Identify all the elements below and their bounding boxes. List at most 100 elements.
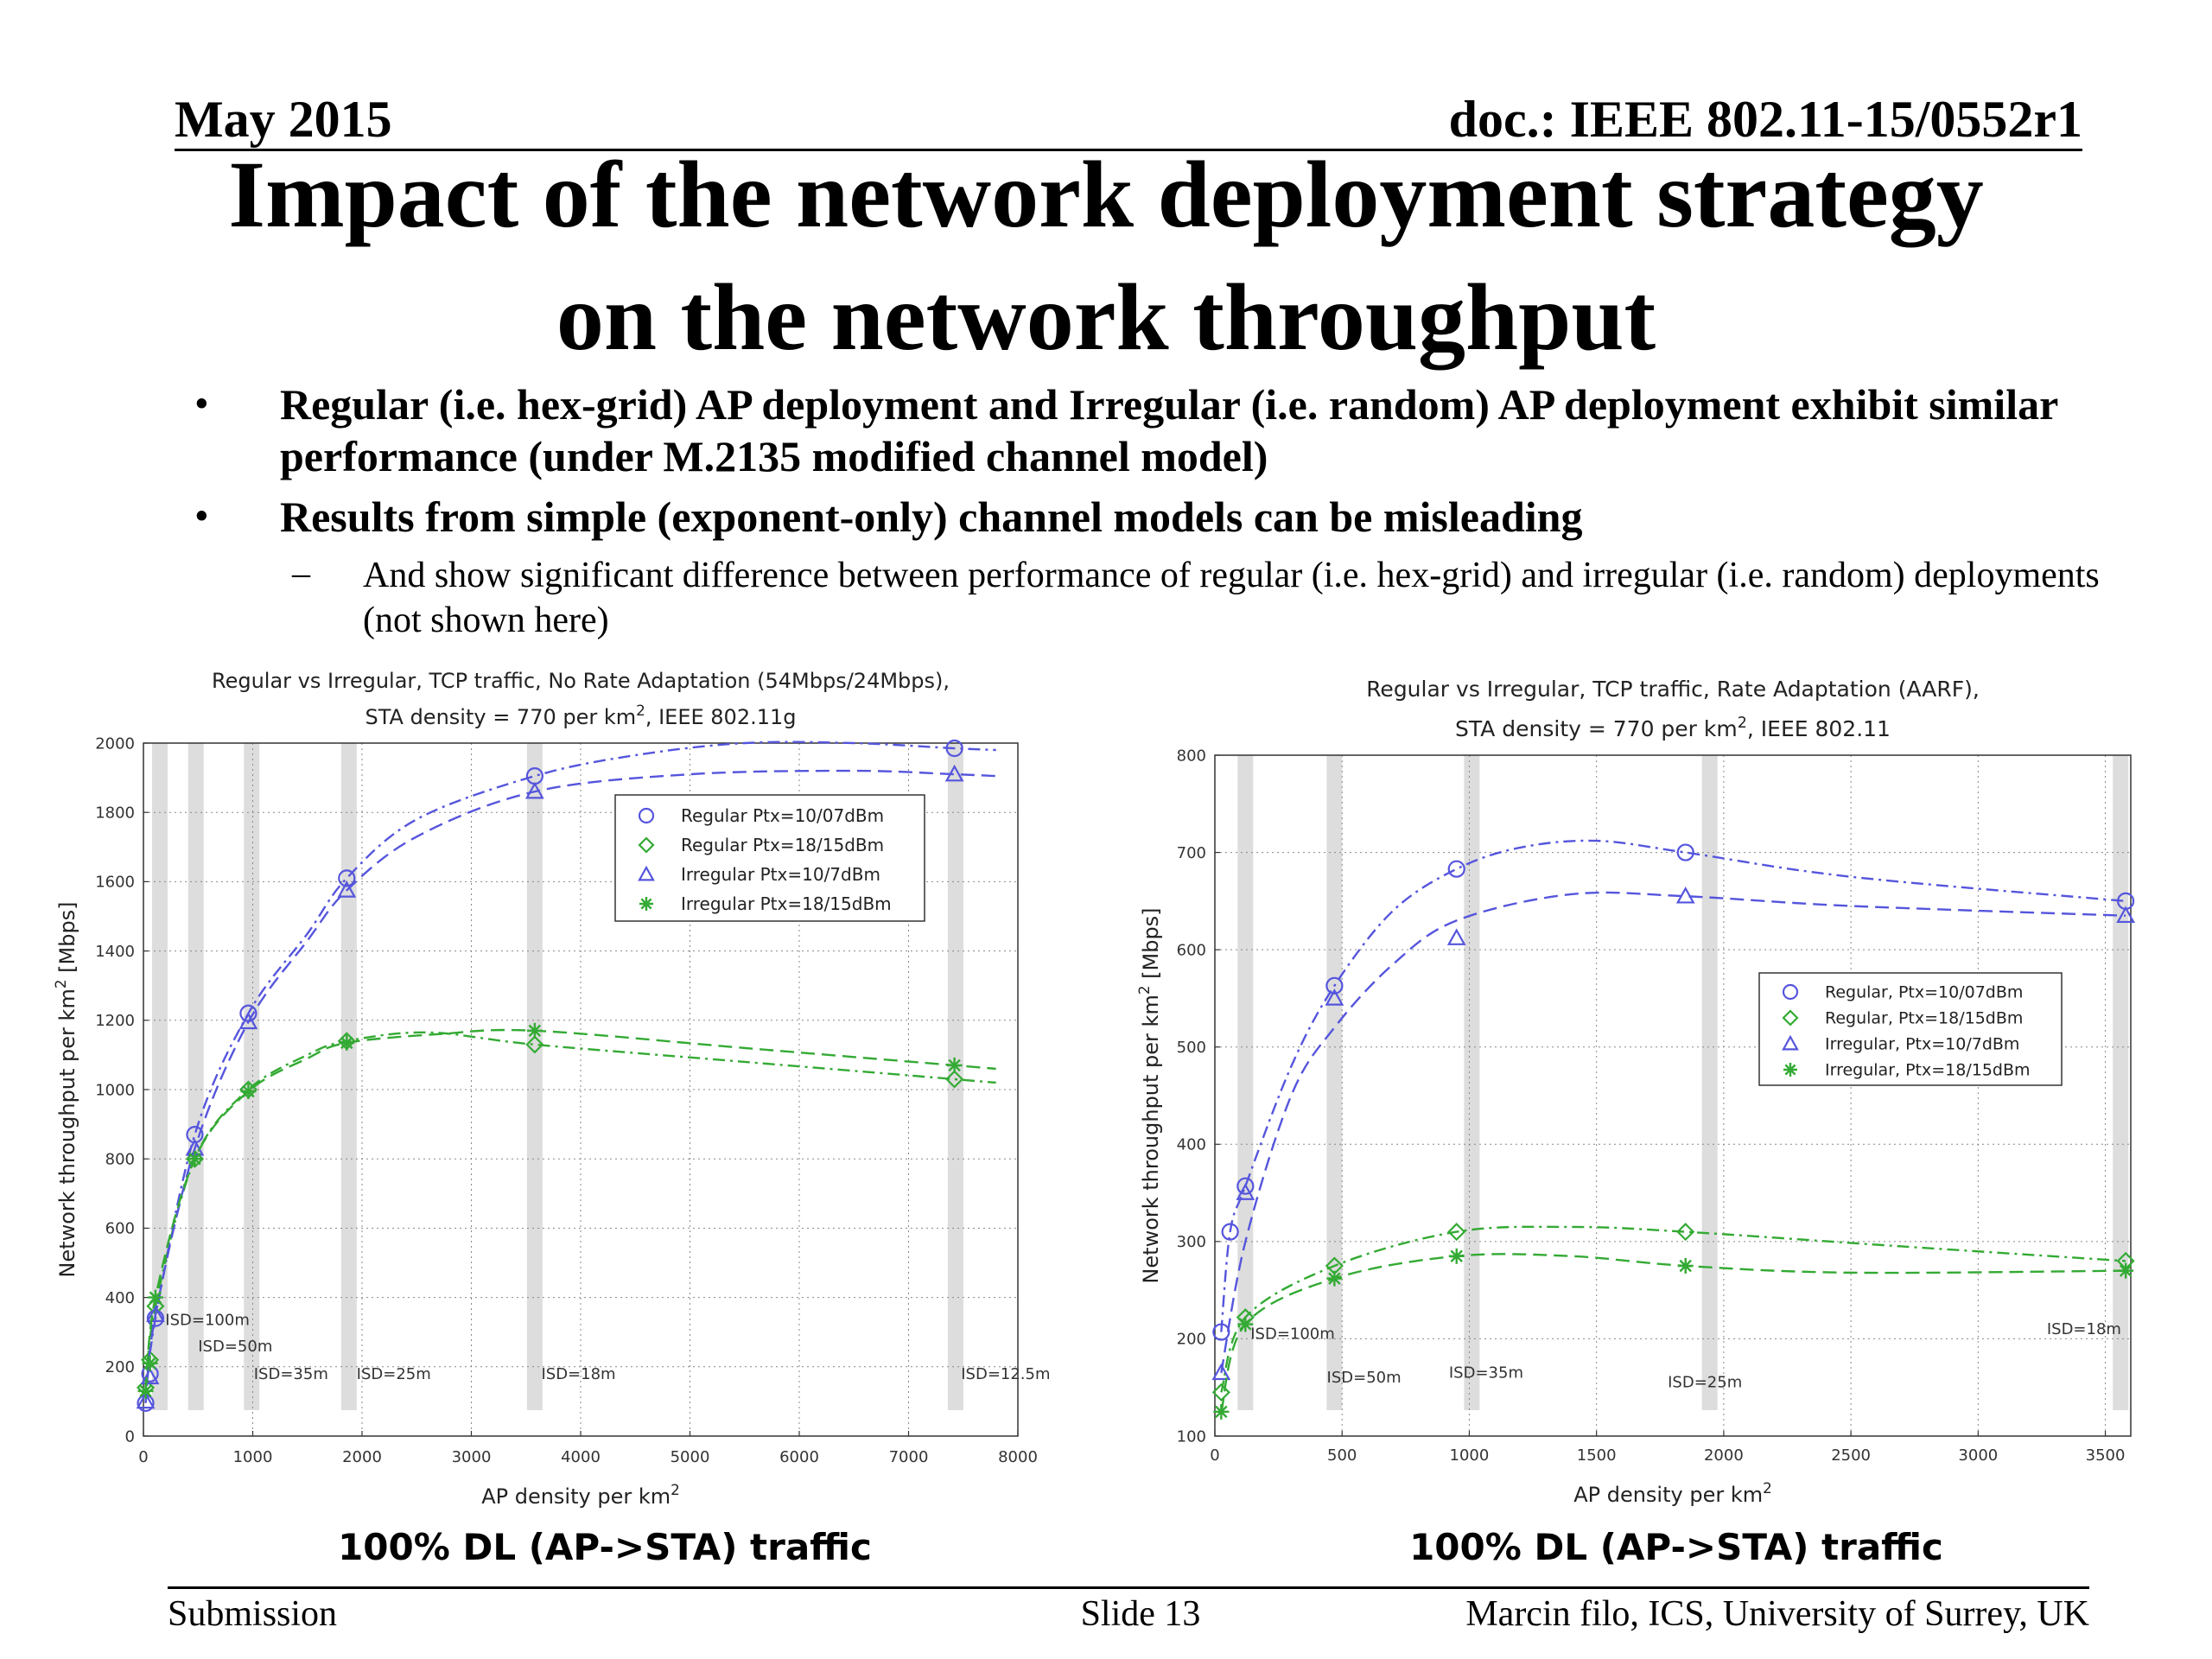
bullet-marker-1: • <box>195 385 208 424</box>
chart-right-series-line-3 <box>1220 1253 2126 1413</box>
chart-left-data-point <box>945 1070 964 1089</box>
chart-right-svg: Regular vs Irregular, TCP traffic, Rate … <box>1135 677 2135 1507</box>
chart-left-y-tick-label: 2000 <box>95 734 135 753</box>
chart-left-data-point <box>187 1151 203 1167</box>
chart-left-y-tick-label: 200 <box>105 1358 135 1376</box>
chart-right-title-line-1: Regular vs Irregular, TCP traffic, Rate … <box>1366 677 1980 702</box>
chart-right-legend: Regular, Ptx=10/07dBm Regular, Ptx=18/15d… <box>1758 972 2063 1086</box>
chart-left-y-tick-label: 1000 <box>95 1081 135 1099</box>
chart-right-data-point <box>1325 988 1344 1006</box>
chart-left-y-tick-label: 1200 <box>95 1012 135 1030</box>
chart-left-isd-label: ISD=50m <box>198 1338 272 1356</box>
chart-left-caption: 100% DL (AP->STA) traffic <box>338 1526 872 1568</box>
chart-left-legend-marker <box>639 897 653 911</box>
chart-left-y-tick-label: 0 <box>125 1427 135 1446</box>
chart-left-isd-band <box>244 743 260 1410</box>
chart-left-isd-band <box>340 743 357 1410</box>
chart-right-isd-band <box>1464 755 1480 1410</box>
chart-left-data-point <box>339 1034 355 1051</box>
chart-right-legend-marker <box>1783 1063 1797 1077</box>
chart-right-isd-label: ISD=25m <box>1668 1374 1742 1392</box>
chart-right-data-point <box>1447 860 1465 878</box>
chart-right-caption: 100% DL (AP->STA) traffic <box>1409 1526 1943 1568</box>
chart-left-isd-label: ISD=18m <box>541 1365 615 1383</box>
chart-right-data-point <box>1325 976 1344 995</box>
chart-right-x-tick-label: 3000 <box>1958 1446 1998 1465</box>
chart-left-legend-marker <box>638 836 655 854</box>
chart-left-data-point <box>142 1355 158 1371</box>
chart-right-y-tick-label: 100 <box>1177 1427 1206 1446</box>
chart-left-y-axis-label: Network throughput per km2 [Mbps] <box>52 901 79 1277</box>
footer-divider <box>168 1586 2089 1589</box>
chart-right-series-line-1 <box>1220 1225 2126 1393</box>
chart-left-data-point <box>338 869 356 887</box>
chart-right-legend-marker <box>1782 1034 1799 1051</box>
chart-right-x-tick-label: 2500 <box>1831 1446 1871 1465</box>
chart-left-legend-marker <box>638 865 655 881</box>
chart-left-data-point <box>525 1035 544 1054</box>
chart-right-data-point <box>1211 1382 1230 1402</box>
chart-left-legend-label: Regular Ptx=18/15dBm <box>681 835 884 855</box>
chart-left-title-line-1: Regular vs Irregular, TCP traffic, No Ra… <box>212 669 950 693</box>
chart-right-data-point <box>1675 886 1695 904</box>
chart-right-data-point <box>1448 1248 1465 1264</box>
chart-right: Regular vs Irregular, TCP traffic, Rate … <box>1132 665 2160 1521</box>
chart-right-isd-label: ISD=100m <box>1250 1325 1335 1343</box>
chart-left-legend-label: Regular Ptx=10/07dBm <box>681 805 884 826</box>
chart-left-legend-label: Irregular Ptx=18/15dBm <box>681 893 892 914</box>
footer-submission: Submission <box>168 1594 338 1634</box>
chart-right-isd-band <box>1326 755 1343 1410</box>
chart-left-series-line-3 <box>144 1028 996 1391</box>
chart-left-isd-label: ISD=35m <box>254 1365 328 1383</box>
bullet-text-1: Regular (i.e. hex-grid) AP deployment an… <box>280 380 2058 480</box>
chart-right-x-tick-label: 3500 <box>2086 1446 2126 1465</box>
chart-right-y-axis-label: Network throughput per km2 [Mbps] <box>1135 907 1163 1283</box>
header-divider <box>175 149 2082 151</box>
chart-left-x-tick-label: 8000 <box>998 1448 1038 1466</box>
chart-left-y-tick-label: 1800 <box>95 804 135 823</box>
chart-right-plot-frame <box>1214 754 2132 1437</box>
chart-right-legend-label: Irregular, Ptx=18/15dBm <box>1825 1061 2031 1080</box>
chart-right-legend-marker <box>1782 983 1799 1001</box>
footer-slide-number: Slide 13 <box>1080 1594 1201 1634</box>
chart-right-y-tick-label: 200 <box>1177 1331 1206 1349</box>
chart-left-x-tick-label: 7000 <box>889 1448 929 1466</box>
chart-left-data-point <box>525 781 544 799</box>
chart-right-y-tick-label: 300 <box>1177 1233 1206 1251</box>
chart-right-x-tick-label: 1500 <box>1577 1446 1617 1465</box>
chart-left-title-line-2: STA density = 770 per km2, IEEE 802.11g <box>365 702 796 729</box>
chart-left-data-point <box>946 1057 963 1073</box>
chart-left-isd-label: ISD=25m <box>357 1365 431 1383</box>
chart-right-x-tick-label: 2000 <box>1704 1446 1744 1465</box>
chart-left-isd-band <box>526 743 543 1410</box>
header-doc-id: doc.: IEEE 802.11-15/0552r1 <box>1448 91 2082 148</box>
chart-right-legend-label: Irregular, Ptx=10/7dBm <box>1825 1035 2019 1054</box>
chart-left-legend: Regular Ptx=10/07dBm Regular Ptx=18/15dBm… <box>614 794 925 922</box>
chart-left-data-point <box>337 880 357 898</box>
chart-left-isd-band <box>188 743 204 1410</box>
chart-right-data-point <box>1676 1223 1695 1242</box>
chart-right-data-point <box>1211 1363 1231 1381</box>
bullet-text-2: Results from simple (exponent-only) chan… <box>280 493 1583 541</box>
chart-left-data-point <box>137 1382 154 1399</box>
chart-left-data-point <box>140 1367 160 1385</box>
chart-left-x-tick-label: 6000 <box>779 1448 819 1466</box>
chart-right-series-line-0 <box>1220 839 2126 1332</box>
chart-right-data-point <box>1677 1258 1694 1274</box>
footer-author: Marcin filo, ICS, University of Surrey, … <box>1465 1594 2089 1634</box>
header-date: May 2015 <box>175 91 392 148</box>
chart-left-x-tick-label: 5000 <box>671 1448 710 1466</box>
chart-left-isd-band <box>151 743 168 1410</box>
chart-left-legend-label: Irregular Ptx=10/7dBm <box>681 864 880 885</box>
chart-right-isd-band <box>1237 755 1254 1410</box>
chart-left-data-point <box>526 1022 543 1039</box>
slide-title-line-1: Impact of the network deployment strateg… <box>228 142 1984 247</box>
chart-left-x-tick-label: 2000 <box>342 1448 382 1466</box>
sub-bullet-marker: – <box>292 554 310 594</box>
chart-right-isd-band <box>1701 755 1718 1410</box>
chart-right-data-point <box>1221 1223 1239 1241</box>
chart-right-x-tick-label: 500 <box>1327 1446 1357 1465</box>
chart-left-data-point <box>146 1305 165 1322</box>
chart-left-y-tick-label: 800 <box>105 1151 135 1169</box>
chart-right-isd-label: ISD=50m <box>1327 1369 1402 1387</box>
